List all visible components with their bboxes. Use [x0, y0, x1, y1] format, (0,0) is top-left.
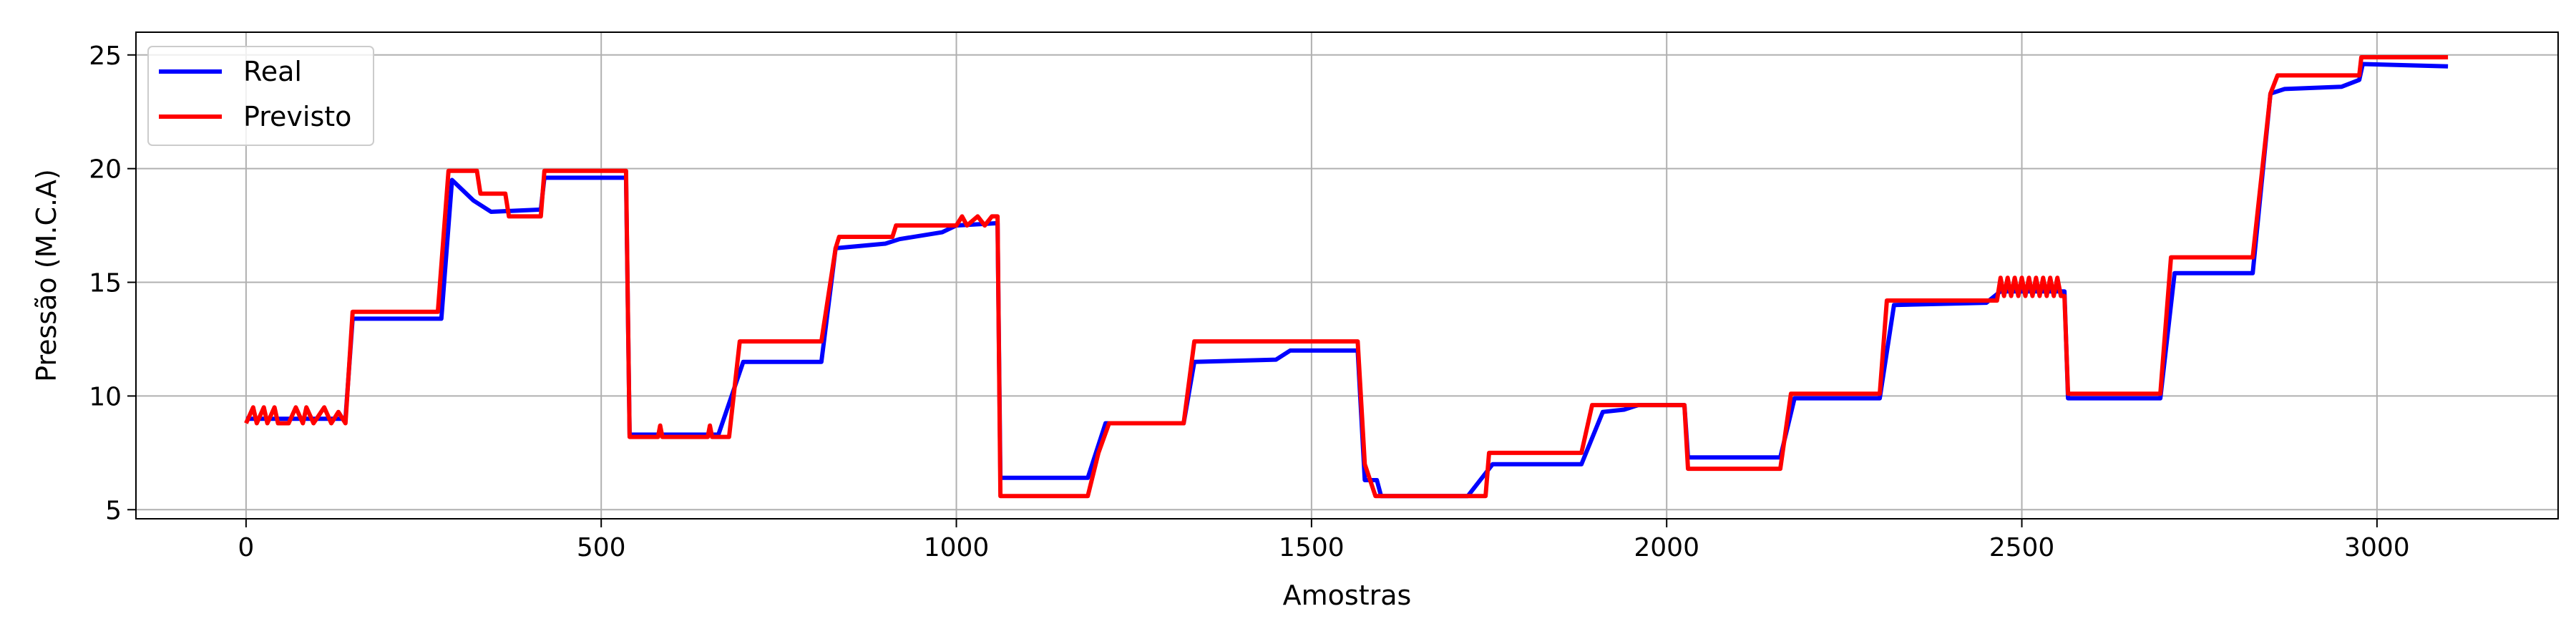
- legend-label-real: Real: [243, 56, 302, 87]
- grid: [136, 32, 2558, 519]
- x-tick-label: 2500: [1989, 533, 2055, 562]
- x-tick-label: 1500: [1279, 533, 1345, 562]
- legend-label-previsto: Previsto: [243, 101, 351, 132]
- series-lines: [244, 55, 2449, 499]
- y-tick-label: 10: [89, 382, 122, 411]
- axis-ticks: 0 500 1000 1500 2000 2500 3000 5 10 15 20 25: [89, 42, 2409, 562]
- x-tick-label: 1000: [924, 533, 990, 562]
- legend: Real Previsto: [147, 46, 374, 146]
- x-tick-label: 2000: [1634, 533, 1699, 562]
- x-tick-label: 500: [577, 533, 626, 562]
- y-axis-title: Pressão (M.C.A): [31, 169, 62, 382]
- x-axis-title: Amostras: [1283, 580, 1412, 611]
- y-tick-label: 5: [105, 496, 122, 525]
- y-tick-label: 20: [89, 155, 122, 185]
- plot-frame: [135, 31, 2559, 519]
- y-tick-label: 25: [89, 42, 122, 71]
- y-tick-label: 15: [89, 269, 122, 298]
- x-tick-label: 3000: [2344, 533, 2410, 562]
- series-line-previsto: [244, 55, 2449, 499]
- x-tick-label: 0: [238, 533, 254, 562]
